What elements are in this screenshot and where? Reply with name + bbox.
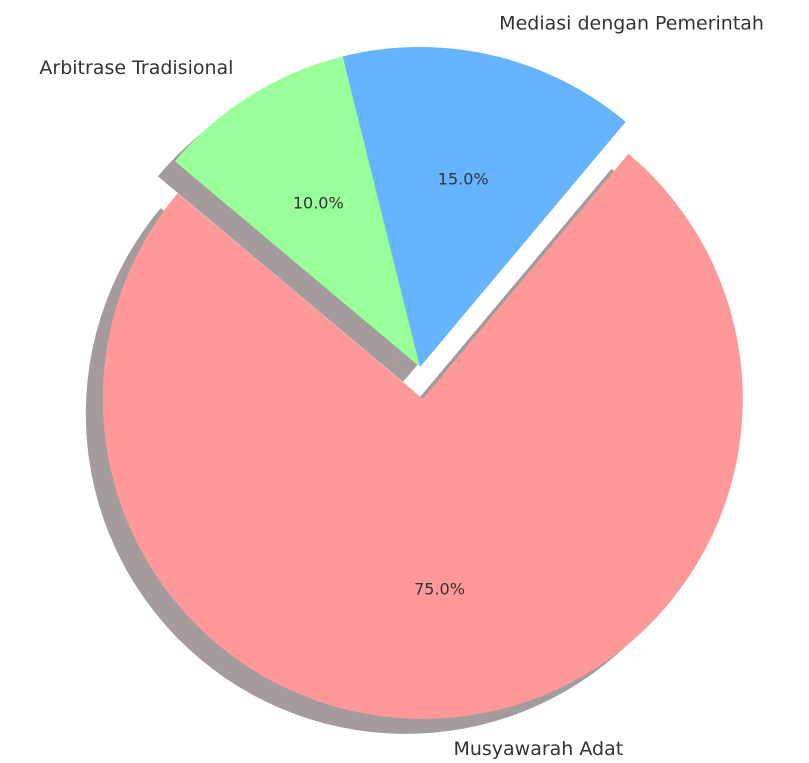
slice-layer bbox=[102, 46, 743, 719]
slice-label: Musyawarah Adat bbox=[453, 738, 623, 760]
slice-label: Mediasi dengan Pemerintah bbox=[499, 13, 764, 35]
percent-label: 10.0% bbox=[293, 194, 344, 213]
slice-label: Arbitrase Tradisional bbox=[39, 57, 233, 79]
pie-slice bbox=[102, 153, 743, 719]
pie-slice bbox=[342, 46, 626, 367]
percent-label: 15.0% bbox=[438, 169, 489, 188]
pie-slice bbox=[174, 56, 420, 367]
percent-label: 75.0% bbox=[414, 580, 465, 599]
label-layer: Musyawarah Adat 75.0% Mediasi dengan Pemer… bbox=[39, 13, 764, 761]
